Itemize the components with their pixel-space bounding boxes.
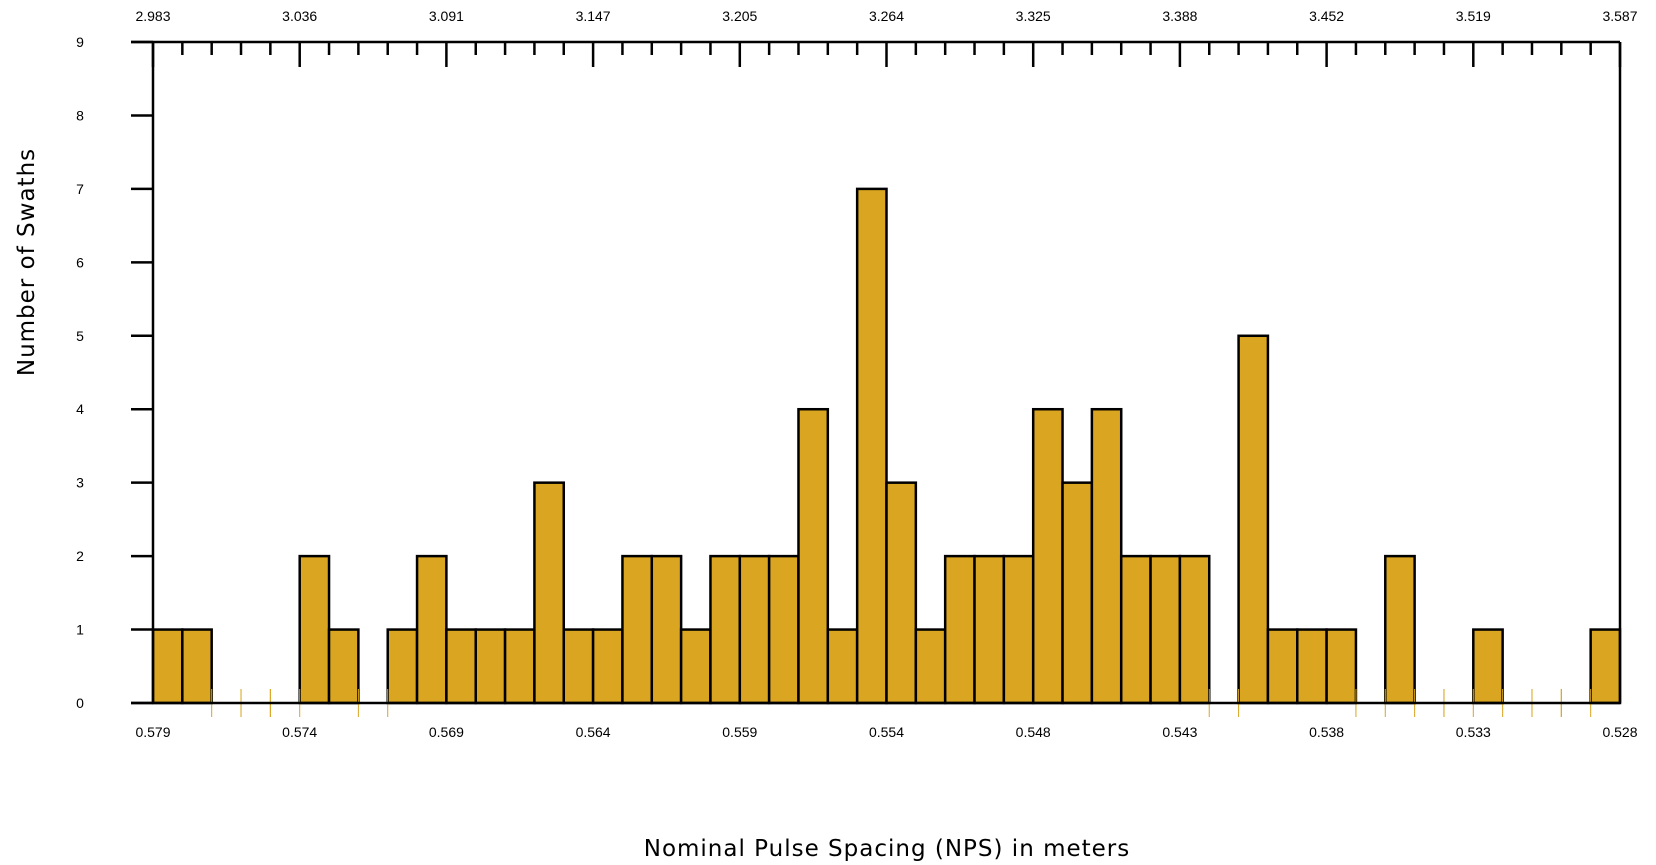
histogram-bar: [298, 554, 331, 705]
histogram-bar: [914, 628, 947, 705]
x-tick-label-top: 3.452: [1309, 8, 1344, 24]
x-tick-label-bottom: 0.528: [1602, 724, 1637, 740]
bars-layer: [151, 187, 1622, 705]
histogram-bar: [503, 628, 536, 705]
histogram-bar: [709, 554, 742, 705]
histogram-bar: [1296, 628, 1328, 705]
tick-labels: 0 1 2 3 4 5 6 7 8 9 0.579 0.574 0.569 0.564 0.559 0.554…: [76, 8, 1638, 740]
y-tick-label: 0: [76, 695, 84, 711]
histogram-bar: [1090, 407, 1123, 705]
x-axis-label: Nominal Pulse Spacing (NPS) in meters: [644, 836, 1131, 862]
x-tick-label-top: 3.036: [282, 8, 317, 24]
x-tick-label-top: 2.983: [135, 8, 170, 24]
histogram-bar: [1119, 554, 1152, 705]
histogram-bar: [474, 628, 507, 705]
histogram-bar: [1149, 554, 1182, 705]
y-tick-label: 2: [76, 548, 84, 564]
x-tick-label-top: 3.147: [576, 8, 611, 24]
y-tick-label: 6: [76, 254, 84, 270]
x-tick-label-top: 3.091: [429, 8, 464, 24]
histogram-bar: [415, 554, 448, 705]
x-tick-label-top: 3.264: [869, 8, 904, 24]
histogram-bar: [1266, 628, 1299, 705]
histogram-bar: [1178, 554, 1211, 705]
y-tick-label: 4: [76, 401, 84, 417]
histogram-bar: [1031, 407, 1064, 705]
histogram-bar: [973, 554, 1006, 705]
y-tick-label: 3: [76, 475, 84, 491]
axes-layer: [131, 40, 1622, 705]
x-tick-label-bottom: 0.579: [135, 724, 170, 740]
histogram-bar: [797, 407, 830, 705]
histogram-bar: [738, 554, 771, 705]
x-tick-label-top: 3.388: [1162, 8, 1197, 24]
histogram-bar: [679, 628, 712, 705]
x-tick-label-bottom: 0.543: [1162, 724, 1197, 740]
histogram-bar: [1061, 481, 1094, 705]
y-tick-label: 7: [76, 181, 84, 197]
x-tick-label-top: 3.519: [1456, 8, 1491, 24]
histogram-bar: [1384, 554, 1416, 705]
histogram-bar: [1472, 628, 1504, 705]
x-tick-label-bottom: 0.574: [282, 724, 317, 740]
histogram-bar: [151, 628, 184, 705]
top-ticks: [151, 42, 1622, 67]
histogram-bar: [943, 554, 976, 705]
histogram-bar: [621, 554, 654, 705]
histogram-bar: [767, 554, 800, 705]
histogram-bar: [885, 481, 918, 705]
y-tick-label: 5: [76, 328, 84, 344]
x-tick-label-top: 3.205: [722, 8, 757, 24]
y-tick-label: 8: [76, 107, 84, 123]
histogram-bar: [181, 628, 213, 705]
histogram-bar: [826, 628, 859, 705]
y-axis-label: Number of Swaths: [14, 148, 40, 376]
x-tick-label-bottom: 0.559: [722, 724, 757, 740]
y-tick-label: 1: [76, 622, 84, 638]
x-tick-label-bottom: 0.533: [1456, 724, 1491, 740]
x-tick-label-bottom: 0.554: [869, 724, 904, 740]
x-tick-label-bottom: 0.548: [1016, 724, 1051, 740]
histogram-bar: [1237, 334, 1270, 705]
histogram-bar: [1325, 628, 1358, 705]
histogram-bar: [562, 628, 595, 705]
x-tick-label-bottom: 0.538: [1309, 724, 1344, 740]
histogram-bar: [1002, 554, 1035, 705]
y-tick-label: 9: [76, 34, 84, 50]
histogram-bar: [386, 628, 419, 705]
histogram-bar: [591, 628, 624, 705]
y-ticks: [131, 40, 153, 705]
histogram-bar: [1589, 628, 1622, 705]
histogram-bar: [533, 481, 566, 705]
histogram-bar: [445, 628, 477, 705]
x-tick-label-bottom: 0.569: [429, 724, 464, 740]
x-tick-label-top: 3.587: [1602, 8, 1637, 24]
histogram-bar: [650, 554, 683, 705]
x-tick-label-bottom: 0.564: [576, 724, 611, 740]
histogram-bar: [327, 628, 360, 705]
x-tick-label-top: 3.325: [1016, 8, 1051, 24]
histogram-bar: [855, 187, 888, 705]
